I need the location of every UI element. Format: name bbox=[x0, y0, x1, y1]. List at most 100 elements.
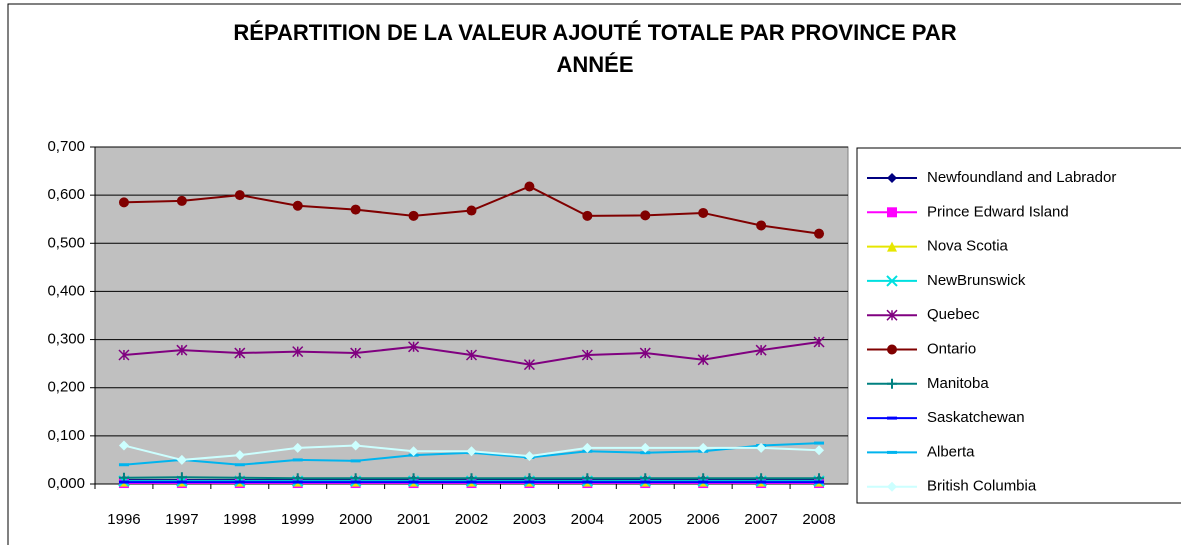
marker bbox=[814, 228, 825, 239]
marker bbox=[524, 181, 535, 192]
y-tick-label: 0,200 bbox=[47, 379, 85, 396]
marker bbox=[698, 442, 709, 453]
y-tick-label: 0,000 bbox=[47, 475, 85, 492]
chart-title: RÉPARTITION DE LA VALEUR AJOUTÉ TOTALE P… bbox=[233, 20, 956, 45]
marker bbox=[118, 440, 129, 451]
marker bbox=[234, 347, 246, 359]
marker bbox=[350, 347, 362, 359]
legend-label: Newfoundland and Labrador bbox=[927, 169, 1116, 186]
marker bbox=[350, 480, 361, 484]
marker bbox=[350, 459, 361, 463]
x-tick-label: 1996 bbox=[107, 511, 140, 528]
marker bbox=[292, 346, 304, 358]
marker bbox=[176, 344, 188, 356]
marker bbox=[292, 458, 303, 462]
marker bbox=[466, 205, 477, 216]
marker bbox=[118, 480, 129, 484]
marker bbox=[581, 349, 593, 361]
x-tick-label: 2004 bbox=[571, 511, 604, 528]
marker bbox=[887, 344, 897, 355]
marker bbox=[697, 354, 709, 366]
marker bbox=[582, 442, 593, 453]
marker bbox=[350, 204, 361, 215]
marker bbox=[465, 349, 478, 361]
x-tick-label: 1998 bbox=[223, 511, 256, 528]
legend-label: Nova Scotia bbox=[927, 238, 1009, 255]
legend-label: Saskatchewan bbox=[927, 409, 1025, 426]
legend-label: Quebec bbox=[927, 306, 980, 323]
marker bbox=[640, 210, 651, 221]
marker bbox=[698, 480, 709, 484]
marker bbox=[176, 454, 187, 465]
marker bbox=[292, 442, 303, 453]
chart-title: ANNÉE bbox=[556, 52, 633, 77]
legend-label: Ontario bbox=[927, 340, 976, 357]
marker bbox=[698, 207, 709, 218]
x-tick-label: 2007 bbox=[744, 511, 777, 528]
y-tick-label: 0,100 bbox=[47, 427, 85, 444]
marker bbox=[524, 451, 535, 462]
x-tick-label: 1997 bbox=[165, 511, 198, 528]
y-tick-label: 0,300 bbox=[47, 331, 85, 348]
x-tick-label: 2002 bbox=[455, 511, 488, 528]
legend bbox=[856, 147, 1181, 504]
marker bbox=[234, 480, 245, 484]
legend-label: British Columbia bbox=[927, 478, 1037, 495]
marker bbox=[292, 480, 303, 484]
marker bbox=[756, 442, 767, 453]
marker bbox=[887, 241, 897, 252]
marker bbox=[886, 309, 898, 321]
marker bbox=[887, 416, 897, 420]
marker bbox=[887, 378, 897, 389]
marker bbox=[639, 347, 651, 359]
marker bbox=[887, 450, 897, 454]
legend-label: Alberta bbox=[927, 443, 975, 460]
marker bbox=[582, 210, 593, 221]
marker bbox=[640, 442, 651, 453]
y-tick-label: 0,500 bbox=[47, 234, 85, 251]
marker bbox=[234, 190, 245, 201]
marker bbox=[234, 463, 245, 467]
plot-area bbox=[94, 146, 849, 485]
marker bbox=[886, 275, 898, 287]
legend-label: Prince Edward Island bbox=[927, 203, 1069, 220]
marker bbox=[408, 341, 420, 353]
marker bbox=[523, 359, 535, 371]
legend-label: NewBrunswick bbox=[927, 272, 1026, 289]
marker bbox=[524, 480, 535, 484]
y-tick-label: 0,400 bbox=[47, 282, 85, 299]
x-tick-label: 2000 bbox=[339, 511, 372, 528]
marker bbox=[292, 200, 303, 211]
y-tick-label: 0,700 bbox=[47, 138, 85, 155]
marker bbox=[813, 336, 825, 348]
x-tick-label: 2008 bbox=[802, 511, 835, 528]
marker bbox=[756, 220, 767, 231]
marker bbox=[640, 480, 651, 484]
marker bbox=[814, 441, 825, 445]
marker bbox=[466, 480, 477, 484]
marker bbox=[814, 480, 825, 484]
marker bbox=[466, 446, 477, 457]
x-tick-label: 1999 bbox=[281, 511, 314, 528]
marker bbox=[350, 440, 361, 451]
marker bbox=[582, 480, 593, 484]
x-tick-label: 2005 bbox=[629, 511, 662, 528]
marker bbox=[408, 446, 419, 457]
marker bbox=[234, 450, 245, 461]
marker bbox=[118, 349, 130, 361]
x-tick-label: 2006 bbox=[687, 511, 720, 528]
marker bbox=[887, 207, 897, 218]
marker bbox=[887, 173, 897, 183]
marker bbox=[176, 480, 187, 484]
marker bbox=[176, 195, 187, 206]
marker bbox=[118, 463, 129, 467]
marker bbox=[756, 480, 767, 484]
marker bbox=[408, 210, 419, 221]
marker bbox=[408, 480, 419, 484]
marker bbox=[755, 344, 767, 356]
legend-label: Manitoba bbox=[927, 375, 989, 392]
x-tick-label: 2003 bbox=[513, 511, 546, 528]
y-tick-label: 0,600 bbox=[47, 186, 85, 203]
marker bbox=[887, 481, 897, 492]
